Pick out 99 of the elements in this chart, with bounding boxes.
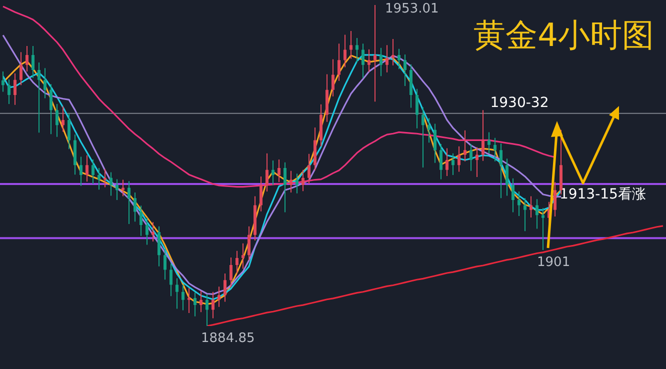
- candlestick: [278, 160, 280, 182]
- ref-line-label: 1930-32: [490, 95, 549, 112]
- candlestick: [230, 257, 232, 287]
- candlestick: [164, 249, 166, 280]
- candlestick: [200, 290, 202, 312]
- candlestick: [542, 208, 544, 250]
- annotation: 1901: [537, 254, 570, 270]
- candlestick: [110, 172, 112, 196]
- candlestick: [170, 264, 172, 296]
- candlestick: [14, 73, 16, 105]
- candlestick: [224, 273, 226, 302]
- candlestick: [104, 168, 106, 188]
- candlestick: [62, 106, 64, 132]
- candlestick: [374, 5, 376, 102]
- candlestick: [56, 104, 58, 137]
- candlestick: [176, 278, 178, 309]
- candlestick: [332, 59, 334, 96]
- candlestick: [242, 243, 244, 269]
- candlestick: [92, 160, 94, 184]
- candlestick: [494, 138, 496, 162]
- candlestick: [302, 170, 304, 192]
- candlestick: [488, 132, 490, 154]
- candlestick: [314, 127, 316, 170]
- candlestick: [50, 84, 52, 134]
- candlestick: [308, 154, 310, 184]
- candlestick: [392, 38, 394, 66]
- candlestick: [440, 144, 442, 180]
- candlestick: [338, 44, 340, 81]
- candlestick: [398, 48, 400, 70]
- candlestick: [116, 179, 118, 200]
- candlestick: [368, 49, 370, 72]
- candlestick: [536, 199, 538, 229]
- candlestick: [380, 48, 382, 76]
- candlestick: [74, 134, 76, 175]
- candlestick: [272, 160, 274, 185]
- candlestick: [290, 170, 292, 192]
- candlestick: [404, 54, 406, 86]
- candlestick: [20, 52, 22, 86]
- candlestick: [386, 45, 388, 72]
- candlestick: [32, 46, 34, 78]
- candlestick: [122, 180, 124, 196]
- candlestick: [188, 288, 190, 314]
- candlestick: [146, 218, 148, 245]
- candlestick: [410, 64, 412, 108]
- candlestick: [182, 284, 184, 310]
- candlestick: [140, 206, 142, 236]
- candlestick: [470, 144, 472, 171]
- candlestick: [518, 192, 520, 216]
- annotation: 1953.01: [385, 1, 439, 16]
- candlestick: [38, 62, 40, 133]
- candlestick: [512, 178, 514, 212]
- candlestick: [428, 118, 430, 143]
- candlestick: [416, 88, 418, 128]
- candlestick: [356, 38, 358, 63]
- candlestick: [560, 130, 562, 194]
- candlestick: [554, 182, 556, 217]
- candlestick: [476, 147, 478, 177]
- candlestick: [320, 104, 322, 146]
- candlestick: [350, 30, 352, 59]
- candlestick: [98, 168, 100, 190]
- candlestick: [296, 174, 298, 194]
- candlestick: [500, 144, 502, 198]
- candlestick: [344, 34, 346, 68]
- ref-line-label: 1913-15看涨: [559, 186, 646, 203]
- candlestick: [8, 79, 10, 104]
- candlestick: [326, 74, 328, 122]
- candlestick: [284, 162, 286, 212]
- candlestick: [434, 124, 436, 163]
- candlestick: [2, 71, 4, 92]
- candlestick: [158, 226, 160, 266]
- candlestick: [506, 158, 508, 196]
- candlestick: [194, 292, 196, 316]
- annotation: 1884.85: [201, 330, 255, 346]
- candlestick: [44, 68, 46, 98]
- candlestick: [26, 46, 28, 72]
- candlestick: [206, 294, 208, 326]
- candlestick: [128, 181, 130, 224]
- candlestick: [266, 153, 268, 192]
- candlestick: [452, 153, 454, 176]
- candlestick: [134, 192, 136, 222]
- candlestick: [524, 198, 526, 232]
- candlestick: [86, 155, 88, 182]
- candlestick: [464, 130, 466, 162]
- candlestick: [248, 226, 250, 260]
- candlestick: [362, 44, 364, 78]
- chart-title: 黄金4小时图: [474, 15, 654, 56]
- candlestick: [530, 196, 532, 218]
- candlestick: [254, 196, 256, 241]
- candlestick: [80, 156, 82, 186]
- candlestick: [236, 250, 238, 274]
- candlestick: [446, 148, 448, 176]
- candlestick: [212, 292, 214, 318]
- candlestick: [422, 107, 424, 168]
- candlestick: [458, 146, 460, 172]
- candlestick: [152, 222, 154, 242]
- candlestick: [218, 286, 220, 307]
- candlestick: [68, 113, 70, 150]
- candlestick: [260, 176, 262, 212]
- candlestick: [482, 110, 484, 161]
